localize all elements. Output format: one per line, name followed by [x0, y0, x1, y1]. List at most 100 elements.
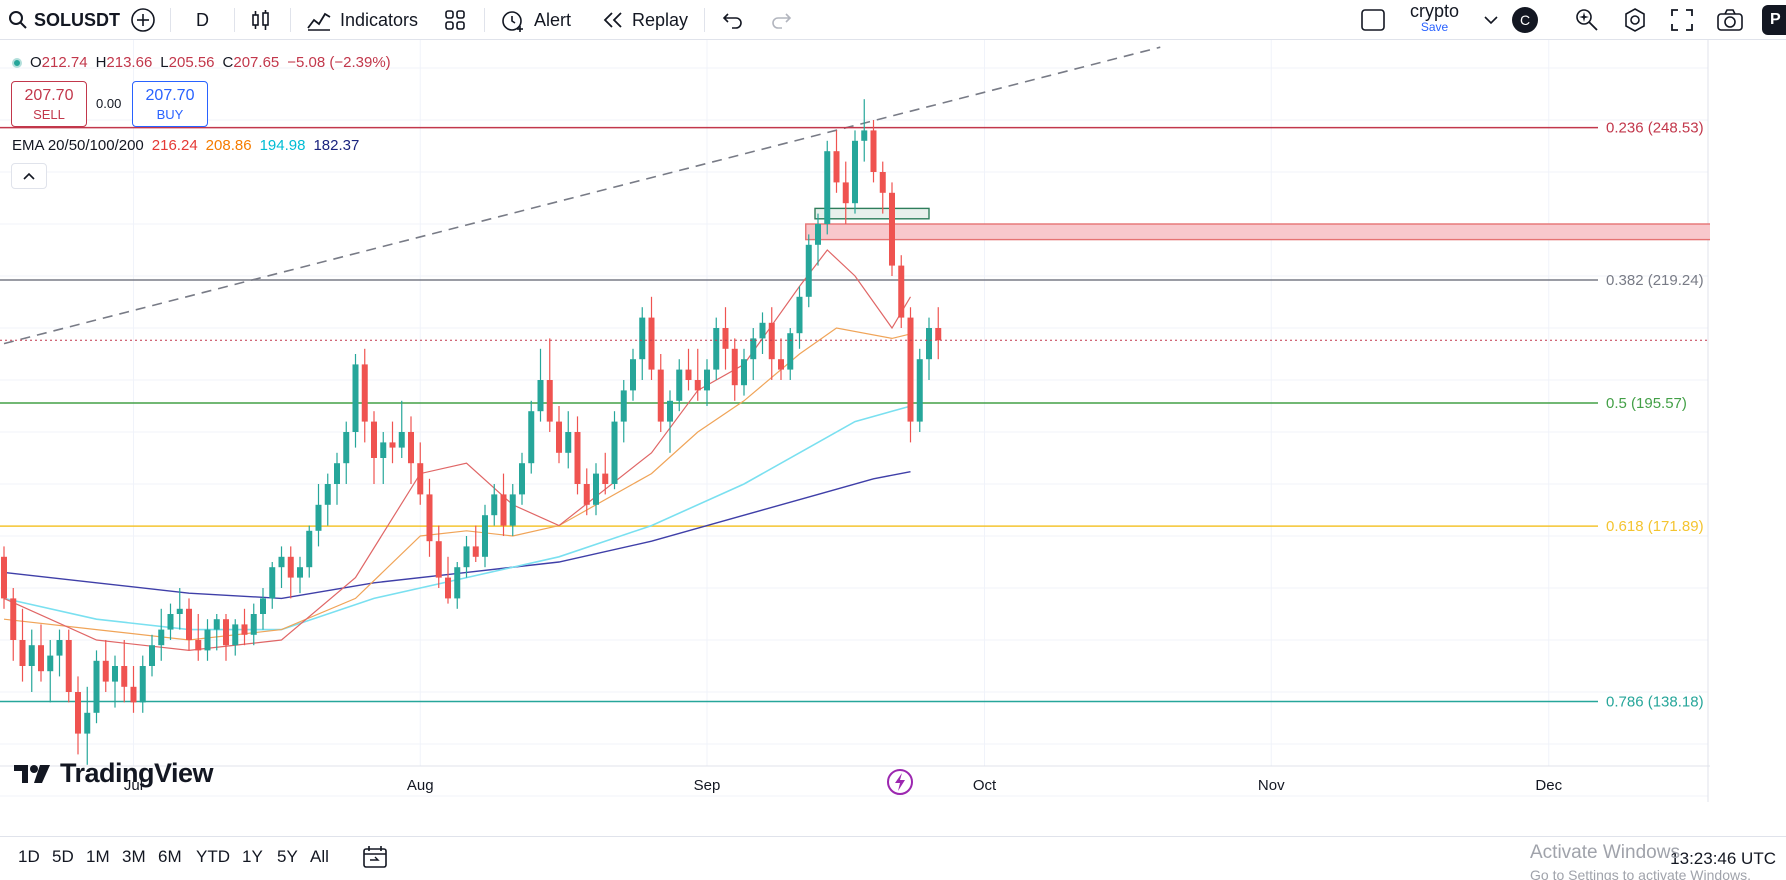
time-tick-label: Dec — [1535, 777, 1562, 794]
range-button-all[interactable]: All — [310, 847, 329, 866]
candle-down — [648, 317, 655, 370]
candle-up — [213, 619, 220, 630]
candle-up — [926, 328, 932, 360]
ohlc-legend: O212.74 H213.66 L205.56 C207.65 −5.08 (−… — [12, 54, 391, 71]
grid-icon — [445, 10, 465, 30]
camera-icon — [1717, 9, 1743, 31]
ema100-value: 194.98 — [259, 137, 306, 154]
candle-down — [186, 608, 192, 640]
change-value: −5.08 (−2.39%) — [287, 54, 391, 71]
candle-up — [269, 567, 276, 599]
candle-down — [778, 359, 784, 370]
publish-button[interactable]: P — [1762, 0, 1786, 40]
indicators-button[interactable]: Indicators — [306, 0, 418, 40]
high-label: H — [95, 54, 107, 71]
price-chart[interactable]: 120.00130.00140.00150.00160.00170.00180.… — [0, 40, 1710, 802]
candle-down — [879, 172, 886, 193]
candle-up — [750, 338, 757, 360]
watermark-subtitle: Go to Settings to activate Windows. — [1530, 867, 1751, 880]
range-button-1m[interactable]: 1M — [86, 847, 110, 866]
open-label: O — [30, 54, 42, 71]
interval-label: D — [196, 9, 209, 30]
time-tick-label: Jul — [124, 777, 143, 794]
range-button-5d[interactable]: 5D — [52, 847, 74, 866]
settings-button[interactable] — [1622, 0, 1648, 40]
layouts-button[interactable] — [444, 0, 466, 40]
tradingview-logo[interactable]: TradingView — [14, 758, 214, 789]
candle-down — [389, 442, 396, 448]
tradingview-logo-text: TradingView — [60, 758, 214, 788]
candle-up — [315, 504, 322, 531]
layout-save-label: Save — [1420, 20, 1449, 34]
range-button-5y[interactable]: 5Y — [277, 847, 298, 866]
fib-level-label: 0.618 (171.89) — [1606, 518, 1704, 535]
candle-down — [907, 317, 914, 422]
resistance-zone — [805, 223, 1710, 241]
candle-down — [574, 432, 581, 484]
candle-up — [28, 645, 35, 666]
symbol-label: SOLUSDT — [34, 9, 121, 30]
market-event-icon[interactable] — [886, 768, 914, 801]
buy-label: BUY — [156, 107, 184, 122]
candle-down — [694, 380, 701, 391]
undo-button[interactable] — [722, 0, 744, 40]
candle-down — [371, 421, 377, 458]
candle-up — [84, 712, 91, 734]
fullscreen-toggle-button[interactable] — [1360, 0, 1386, 40]
fullscreen-button[interactable] — [1670, 0, 1694, 40]
ema-title: EMA 20/50/100/200 — [12, 137, 144, 154]
candle-up — [639, 317, 646, 360]
plus-circle-icon — [131, 8, 155, 32]
collapse-legend-button[interactable] — [11, 163, 47, 189]
range-button-3m[interactable]: 3M — [122, 847, 146, 866]
range-button-ytd[interactable]: YTD — [196, 847, 230, 866]
undo-icon — [722, 13, 742, 29]
compare-button[interactable] — [130, 0, 156, 40]
redo-button[interactable] — [770, 0, 792, 40]
candle-up — [861, 130, 868, 141]
candle-down — [731, 348, 738, 386]
candle-down — [870, 130, 877, 172]
sell-button[interactable]: 207.70 SELL — [11, 81, 87, 127]
candle-up — [713, 328, 720, 370]
candle-down — [19, 640, 26, 666]
account-avatar[interactable]: C — [1512, 0, 1538, 40]
candle-up — [741, 359, 747, 386]
candle-up — [565, 432, 572, 453]
range-button-6m[interactable]: 6M — [158, 847, 182, 866]
candle-down — [889, 192, 895, 266]
alarm-clock-icon — [502, 11, 523, 32]
chart-area[interactable]: 120.00130.00140.00150.00160.00170.00180.… — [0, 40, 1710, 802]
symbol-search-button[interactable]: SOLUSDT — [8, 0, 120, 40]
candle-down — [768, 322, 775, 360]
windows-activation-watermark: Activate Windows Go to Settings to activ… — [1530, 842, 1751, 880]
ema200-value: 182.37 — [313, 137, 360, 154]
layout-menu-button[interactable]: crypto Save — [1410, 0, 1459, 38]
interval-button[interactable]: D — [196, 0, 209, 40]
ema-legend[interactable]: EMA 20/50/100/200 216.24 208.86 194.98 1… — [12, 137, 359, 154]
buy-button[interactable]: 207.70 BUY — [132, 81, 208, 127]
chart-type-button[interactable] — [250, 0, 272, 40]
utc-clock[interactable]: 13:23:46 UTC — [1670, 849, 1776, 868]
candle-down — [1, 556, 7, 599]
candle-down — [121, 666, 128, 687]
range-button-1d[interactable]: 1D — [18, 847, 40, 866]
indicators-icon — [307, 12, 331, 31]
time-tick-label: Aug — [407, 777, 434, 794]
toolbar-divider — [484, 8, 485, 32]
layout-menu-chevron[interactable] — [1484, 0, 1498, 40]
open-value: 212.74 — [41, 54, 88, 71]
time-tick-label: Nov — [1258, 777, 1285, 794]
chevron-down-icon — [1484, 16, 1498, 25]
candle-up — [528, 411, 535, 464]
candle-down — [657, 369, 664, 422]
replay-button[interactable]: Replay — [602, 0, 688, 40]
sell-label: SELL — [33, 107, 65, 122]
candle-up — [380, 442, 387, 458]
goto-date-button[interactable] — [362, 845, 388, 874]
quick-search-button[interactable] — [1574, 0, 1600, 40]
toolbar-divider — [170, 8, 171, 32]
alert-button[interactable]: Alert — [500, 0, 571, 40]
snapshot-button[interactable] — [1716, 0, 1744, 40]
range-button-1y[interactable]: 1Y — [242, 847, 263, 866]
